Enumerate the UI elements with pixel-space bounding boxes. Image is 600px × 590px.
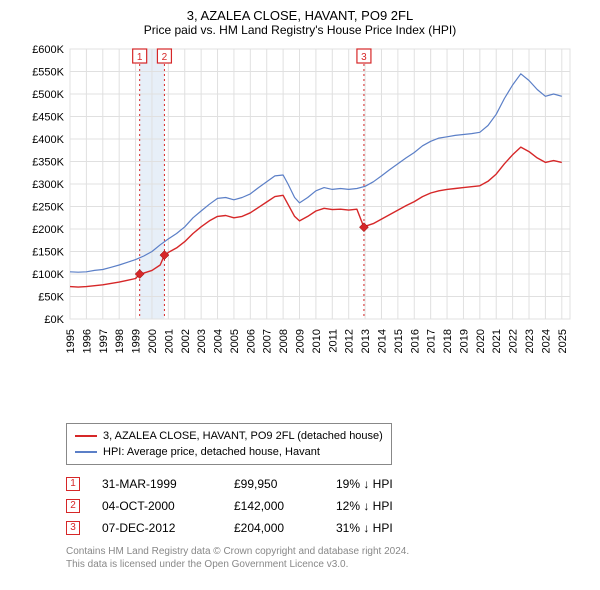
svg-text:2009: 2009: [295, 329, 307, 353]
sale-marker-box: 1: [66, 477, 80, 491]
legend-swatch: [75, 451, 97, 453]
svg-text:£0K: £0K: [44, 314, 64, 326]
svg-text:2010: 2010: [311, 329, 323, 353]
svg-text:2000: 2000: [147, 329, 159, 353]
legend-label: 3, AZALEA CLOSE, HAVANT, PO9 2FL (detach…: [103, 428, 383, 444]
svg-text:2023: 2023: [524, 329, 536, 353]
svg-text:1995: 1995: [65, 329, 77, 353]
footer-line1: Contains HM Land Registry data © Crown c…: [66, 545, 580, 558]
legend-row: 3, AZALEA CLOSE, HAVANT, PO9 2FL (detach…: [75, 428, 383, 444]
svg-text:1997: 1997: [98, 329, 110, 353]
svg-text:2012: 2012: [344, 329, 356, 353]
svg-text:£550K: £550K: [32, 67, 64, 79]
svg-text:2004: 2004: [213, 329, 225, 353]
svg-text:£250K: £250K: [32, 202, 64, 214]
svg-text:2006: 2006: [245, 329, 257, 353]
svg-text:2022: 2022: [508, 329, 520, 353]
sale-delta: 12% ↓ HPI: [336, 495, 393, 517]
legend-label: HPI: Average price, detached house, Hava…: [103, 444, 320, 460]
sale-price: £204,000: [234, 517, 314, 539]
svg-text:2016: 2016: [409, 329, 421, 353]
svg-text:2001: 2001: [163, 329, 175, 353]
svg-text:£450K: £450K: [32, 112, 64, 124]
footer-line2: This data is licensed under the Open Gov…: [66, 558, 580, 571]
svg-text:2018: 2018: [442, 329, 454, 353]
footer-attribution: Contains HM Land Registry data © Crown c…: [66, 545, 580, 571]
sale-date: 31-MAR-1999: [102, 473, 212, 495]
sale-price: £142,000: [234, 495, 314, 517]
svg-text:2020: 2020: [475, 329, 487, 353]
legend: 3, AZALEA CLOSE, HAVANT, PO9 2FL (detach…: [66, 423, 392, 465]
svg-text:£500K: £500K: [32, 89, 64, 101]
svg-text:£350K: £350K: [32, 157, 64, 169]
svg-text:2024: 2024: [540, 329, 552, 353]
svg-text:2014: 2014: [376, 329, 388, 353]
sale-table: 1 31-MAR-1999 £99,950 19% ↓ HPI 2 04-OCT-2000…: [66, 473, 580, 539]
svg-text:2021: 2021: [491, 329, 503, 353]
svg-text:£100K: £100K: [32, 269, 64, 281]
sale-date: 07-DEC-2012: [102, 517, 212, 539]
chart-svg: £0K £50K £100K £150K £200K £250K £300K £350K £40…: [20, 43, 580, 363]
svg-text:2008: 2008: [278, 329, 290, 353]
svg-text:£600K: £600K: [32, 44, 64, 56]
svg-text:£50K: £50K: [38, 292, 64, 304]
legend-swatch: [75, 435, 97, 437]
sale-marker-box: 3: [66, 521, 80, 535]
svg-text:2017: 2017: [426, 329, 438, 353]
svg-text:1996: 1996: [81, 329, 93, 353]
chart-area: £0K £50K £100K £150K £200K £250K £300K £350K £40…: [20, 43, 580, 363]
svg-text:2002: 2002: [180, 329, 192, 353]
svg-text:£200K: £200K: [32, 224, 64, 236]
svg-text:2015: 2015: [393, 329, 405, 353]
svg-text:£150K: £150K: [32, 247, 64, 259]
sale-marker-box: 2: [66, 499, 80, 513]
chart-title: 3, AZALEA CLOSE, HAVANT, PO9 2FL: [10, 8, 590, 23]
svg-text:3: 3: [361, 52, 367, 63]
svg-text:2013: 2013: [360, 329, 372, 353]
sale-row: 2 04-OCT-2000 £142,000 12% ↓ HPI: [66, 495, 580, 517]
svg-text:2: 2: [162, 52, 168, 63]
sale-delta: 19% ↓ HPI: [336, 473, 393, 495]
legend-row: HPI: Average price, detached house, Hava…: [75, 444, 383, 460]
svg-text:2019: 2019: [458, 329, 470, 353]
svg-text:2007: 2007: [262, 329, 274, 353]
sale-row: 1 31-MAR-1999 £99,950 19% ↓ HPI: [66, 473, 580, 495]
svg-text:1998: 1998: [114, 329, 126, 353]
sale-delta: 31% ↓ HPI: [336, 517, 393, 539]
svg-text:2005: 2005: [229, 329, 241, 353]
svg-text:£400K: £400K: [32, 134, 64, 146]
svg-text:1: 1: [137, 52, 143, 63]
svg-text:£300K: £300K: [32, 179, 64, 191]
svg-text:2003: 2003: [196, 329, 208, 353]
sale-row: 3 07-DEC-2012 £204,000 31% ↓ HPI: [66, 517, 580, 539]
svg-text:2025: 2025: [557, 329, 569, 353]
svg-text:2011: 2011: [327, 329, 339, 353]
sale-price: £99,950: [234, 473, 314, 495]
sale-date: 04-OCT-2000: [102, 495, 212, 517]
svg-text:1999: 1999: [131, 329, 143, 353]
chart-subtitle: Price paid vs. HM Land Registry's House …: [10, 23, 590, 37]
